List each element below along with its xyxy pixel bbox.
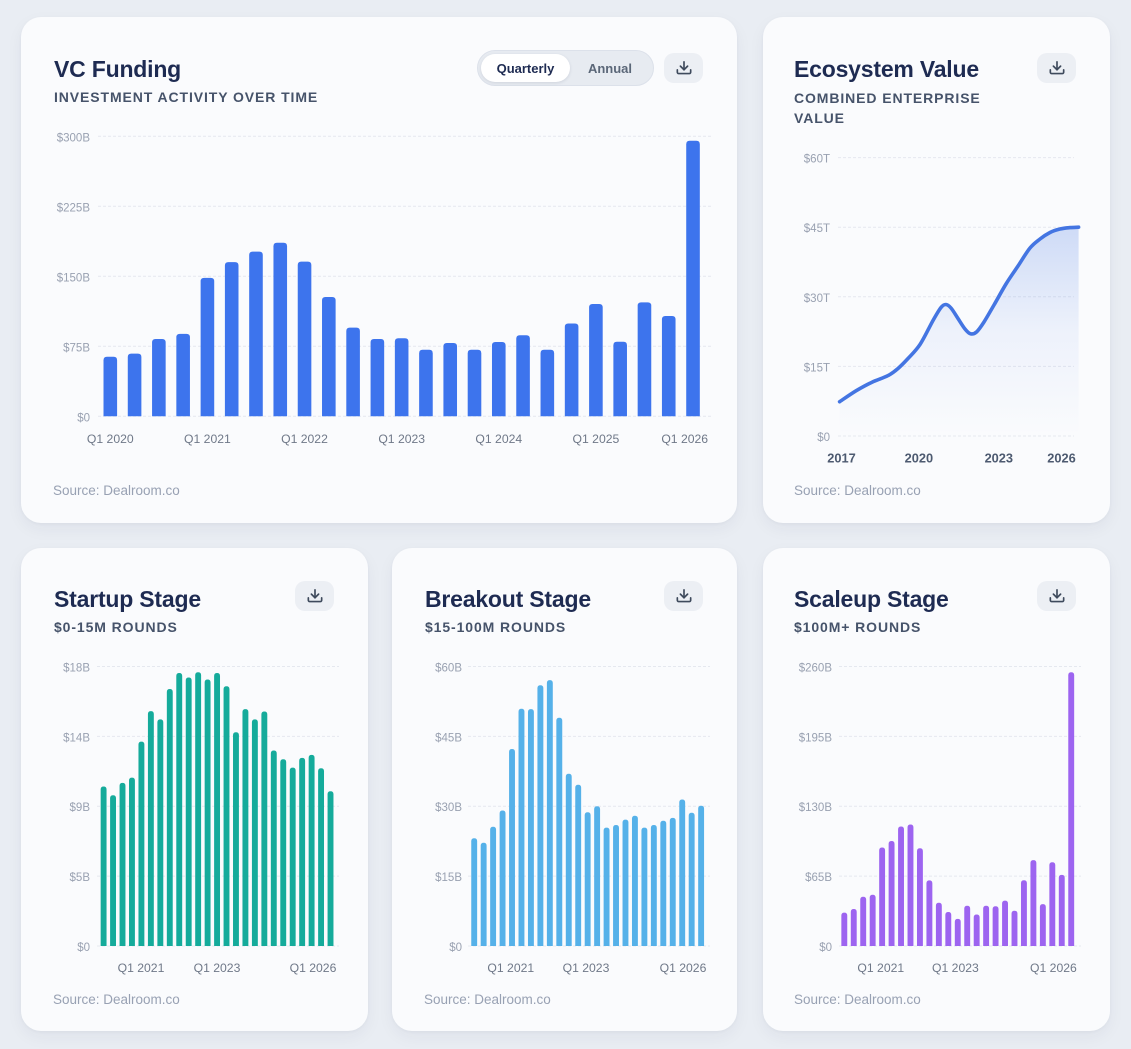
svg-text:$130B: $130B (799, 802, 833, 814)
svg-text:Q1 2025: Q1 2025 (573, 432, 620, 446)
svg-text:$45T: $45T (804, 223, 830, 235)
svg-text:Q1 2020: Q1 2020 (87, 432, 134, 446)
svg-text:$65B: $65B (805, 872, 832, 884)
svg-text:$18B: $18B (63, 663, 90, 675)
svg-text:Q1 2021: Q1 2021 (857, 961, 904, 975)
svg-text:Q1 2022: Q1 2022 (281, 432, 328, 446)
svg-text:$15B: $15B (435, 872, 462, 884)
svg-text:$15T: $15T (804, 362, 830, 374)
svg-text:$30B: $30B (435, 802, 462, 814)
svg-text:$225B: $225B (57, 202, 91, 214)
svg-text:Q1 2021: Q1 2021 (118, 961, 165, 975)
svg-text:$0: $0 (819, 942, 832, 954)
svg-text:2026: 2026 (1047, 451, 1075, 466)
svg-text:$5B: $5B (70, 872, 91, 884)
svg-text:Q1 2021: Q1 2021 (184, 432, 231, 446)
svg-text:Q1 2026: Q1 2026 (660, 961, 707, 975)
svg-text:$0: $0 (77, 942, 90, 954)
svg-text:$0: $0 (817, 432, 830, 444)
svg-text:$300B: $300B (57, 132, 91, 144)
svg-text:Q1 2023: Q1 2023 (194, 961, 241, 975)
svg-text:Q1 2021: Q1 2021 (487, 961, 534, 975)
svg-text:Q1 2026: Q1 2026 (1030, 961, 1077, 975)
svg-text:Q1 2026: Q1 2026 (661, 432, 708, 446)
svg-text:$9B: $9B (70, 802, 91, 814)
svg-text:Q1 2023: Q1 2023 (932, 961, 979, 975)
svg-text:2020: 2020 (905, 451, 933, 466)
svg-text:$14B: $14B (63, 732, 90, 744)
svg-text:$60T: $60T (804, 154, 830, 166)
svg-text:$260B: $260B (799, 663, 833, 675)
svg-text:2017: 2017 (827, 451, 855, 466)
svg-text:$0: $0 (449, 942, 462, 954)
svg-text:$60B: $60B (435, 663, 462, 675)
svg-text:$195B: $195B (799, 732, 833, 744)
svg-text:$30T: $30T (804, 293, 830, 305)
svg-text:Q1 2026: Q1 2026 (290, 961, 337, 975)
svg-text:2023: 2023 (985, 451, 1013, 466)
svg-text:Q1 2024: Q1 2024 (475, 432, 522, 446)
svg-text:$75B: $75B (63, 342, 90, 354)
svg-text:$0: $0 (77, 412, 90, 424)
svg-text:Q1 2023: Q1 2023 (378, 432, 425, 446)
svg-text:$150B: $150B (57, 272, 91, 284)
svg-text:Q1 2023: Q1 2023 (563, 961, 610, 975)
svg-text:$45B: $45B (435, 732, 462, 744)
